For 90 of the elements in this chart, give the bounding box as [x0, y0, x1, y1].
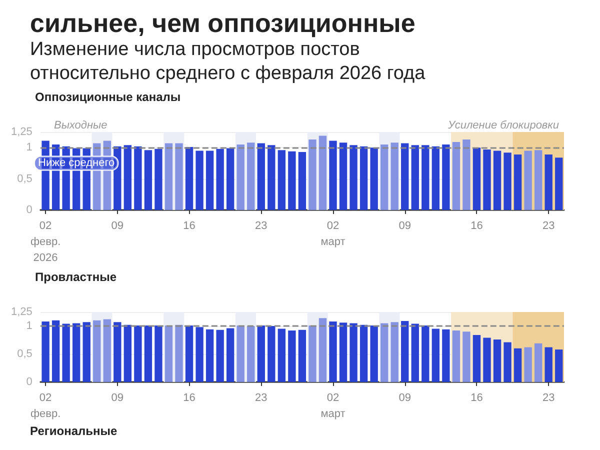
- bar: [472, 334, 481, 382]
- text: Изменение числа просмотров постов относительно среднего с февраля 2026 года: [30, 38, 426, 86]
- bar: [422, 145, 430, 210]
- band-label: Выходные: [54, 120, 108, 132]
- bar: [514, 348, 522, 382]
- bar: [134, 146, 142, 210]
- bar: [411, 324, 419, 382]
- bar: [288, 151, 296, 210]
- y-tick-label: 1,25: [10, 306, 32, 318]
- x-tick-label: 23: [542, 392, 555, 404]
- bar: [493, 150, 502, 210]
- bar: [72, 323, 80, 382]
- bar: [144, 325, 152, 382]
- x-tick-label: 09: [111, 392, 124, 404]
- x-tick-label: 23: [255, 220, 268, 232]
- x-tick-label: 09: [398, 392, 411, 404]
- bar: [452, 330, 460, 382]
- y-tick-label: 1,25: [10, 126, 32, 138]
- x-tick-label: 16: [183, 220, 196, 232]
- bar: [350, 145, 358, 210]
- band-label: Усиление блокировки: [447, 120, 559, 132]
- bar: [524, 347, 532, 382]
- annotation: Ниже среднего: [38, 157, 115, 170]
- text: Региональные: [30, 423, 118, 440]
- x-tick-label: 02 март: [320, 220, 346, 248]
- bar: [514, 154, 522, 210]
- bar: [483, 149, 491, 210]
- bar: [544, 347, 552, 382]
- x-tick-label: 09: [111, 220, 124, 232]
- x-tick-label: 23: [255, 392, 268, 404]
- bar: [555, 350, 563, 382]
- bar: [52, 320, 60, 382]
- bar: [544, 154, 552, 210]
- bar: [422, 325, 430, 382]
- x-tick-label: 09: [398, 220, 411, 232]
- y-tick-label: 0,5: [17, 348, 32, 360]
- bar: [124, 145, 132, 210]
- bar: [411, 145, 419, 210]
- y-tick-label: 1: [26, 142, 32, 154]
- y-tick-label: 0: [26, 376, 32, 388]
- bar: [216, 148, 224, 210]
- bar: [144, 150, 152, 210]
- bar: [360, 146, 368, 210]
- bar: [555, 158, 563, 210]
- bar: [452, 142, 460, 210]
- bar: [268, 145, 276, 210]
- bar: [350, 323, 358, 382]
- x-tick-label: 16: [470, 220, 483, 232]
- bar: [206, 329, 214, 382]
- bar: [462, 332, 470, 382]
- bar: [442, 144, 450, 210]
- bar: [268, 326, 276, 382]
- bar: [442, 329, 450, 382]
- bar: [288, 330, 296, 382]
- chart-title: Провластные: [35, 270, 117, 284]
- bar: [134, 325, 142, 382]
- x-tick-label: 02 февр. 2026: [30, 220, 61, 264]
- x-tick-label: 16: [183, 392, 196, 404]
- bar: [534, 150, 542, 210]
- bar: [462, 139, 470, 210]
- bar: [124, 324, 132, 382]
- y-tick-label: 1: [26, 320, 32, 332]
- bar: [360, 324, 368, 382]
- bar: [534, 343, 542, 382]
- bar: [206, 150, 214, 210]
- chart-title: Оппозиционные каналы: [35, 90, 181, 104]
- bar: [524, 150, 532, 210]
- bar: [216, 330, 224, 382]
- x-tick-label: 23: [542, 220, 555, 232]
- bar: [493, 339, 502, 382]
- bar: [432, 328, 440, 382]
- bar: [196, 150, 204, 210]
- bar: [339, 142, 348, 210]
- bar: [278, 328, 286, 382]
- bar: [504, 152, 512, 210]
- x-tick-label: 16: [470, 392, 483, 404]
- bar: [432, 146, 440, 210]
- bar: [196, 327, 204, 382]
- bar: [483, 338, 491, 382]
- y-tick-label: 0: [26, 204, 32, 216]
- bar: [42, 322, 50, 382]
- bar: [339, 322, 348, 382]
- x-tick-label: 02 март: [320, 392, 346, 420]
- x-tick-label: 02 февр.: [30, 392, 61, 420]
- bar: [472, 148, 481, 210]
- y-tick-label: 0,5: [17, 172, 32, 185]
- bar: [278, 150, 286, 210]
- bar: [62, 324, 70, 382]
- text: сильнее, чем оппозиционные: [30, 8, 416, 38]
- bar: [504, 342, 512, 382]
